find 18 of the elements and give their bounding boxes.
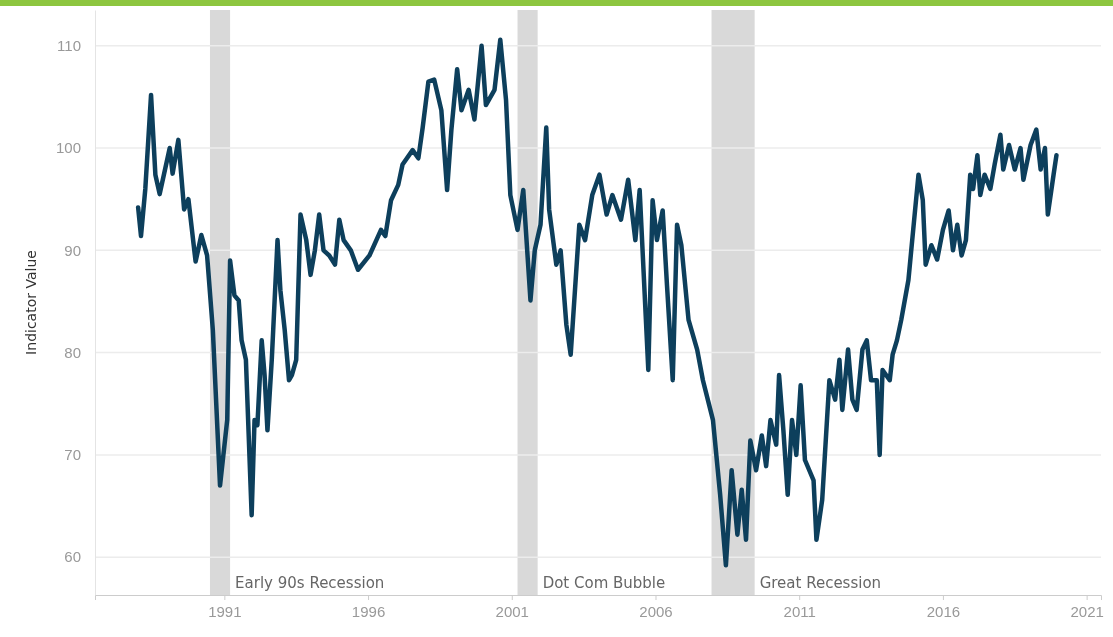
band-label: Dot Com Bubble <box>542 574 666 592</box>
y-tick-label: 110 <box>57 37 81 55</box>
y-tick-label: 90 <box>64 241 81 259</box>
line-series <box>135 37 1059 568</box>
y-tick-label: 80 <box>64 343 81 361</box>
x-tick-label: 2006 <box>639 602 673 620</box>
x-tick-label: 2016 <box>926 602 961 620</box>
x-tick-label: 2021 <box>1070 602 1104 620</box>
y-tick-label: 70 <box>64 446 81 464</box>
x-tick-label: 2001 <box>495 602 529 620</box>
y-tick-label: 60 <box>64 548 81 566</box>
x-tick-label: 2011 <box>783 602 816 620</box>
x-tick-label: 1991 <box>208 602 242 620</box>
y-tick-label: 100 <box>55 139 81 157</box>
x-tick-label: 1996 <box>351 602 386 620</box>
y-axis-title: Indicator Value <box>23 250 39 355</box>
band-label: Early 90s Recession <box>235 574 385 592</box>
band-label: Great Recession <box>759 574 882 592</box>
